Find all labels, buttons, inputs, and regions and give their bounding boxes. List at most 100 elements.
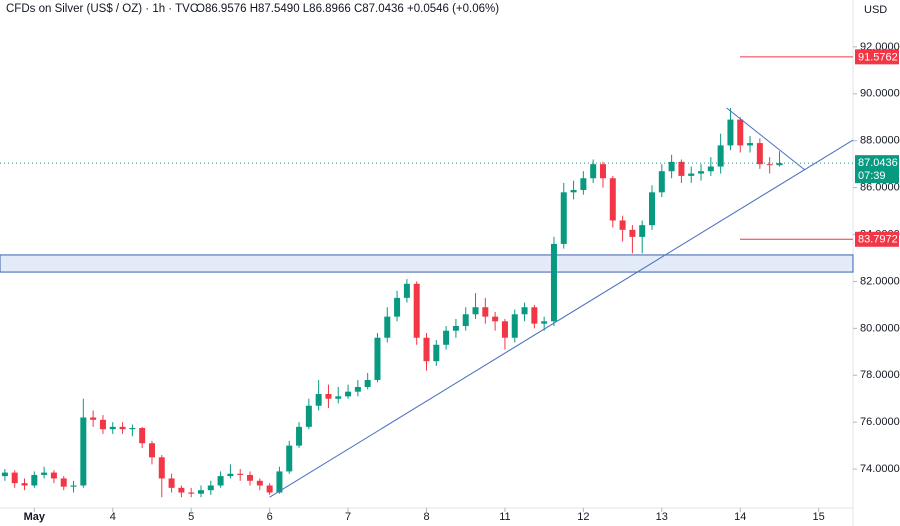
candle-body [11, 472, 18, 484]
candle-body [227, 473, 234, 477]
candle-body [315, 394, 322, 406]
y-tick-label: 78.0000 [860, 369, 900, 381]
x-tick-label: May [24, 511, 46, 523]
candle-body [433, 344, 440, 362]
candle-body [639, 225, 646, 237]
candle-body [766, 164, 773, 166]
candle-body [374, 337, 381, 380]
x-tick-label: 8 [423, 511, 429, 523]
x-tick-label: 6 [267, 511, 273, 523]
candle-body [384, 316, 391, 338]
candle-body [217, 476, 224, 486]
candle-body [580, 178, 587, 190]
candle-body [403, 283, 410, 298]
candle-body [707, 166, 714, 172]
candle-body [599, 164, 606, 179]
candle-body [80, 417, 87, 486]
candle-body [197, 490, 204, 494]
y-tick-label: 90.0000 [860, 88, 900, 100]
chart-title: CFDs on Silver (US$ / OZ) · 1h · TVC [6, 3, 198, 15]
candle-body [168, 478, 175, 488]
candle-body [109, 426, 116, 430]
candle-body [90, 417, 97, 420]
candle-body [698, 171, 705, 174]
candle-body [305, 405, 312, 427]
candle-body [560, 192, 567, 244]
x-tick-label: 12 [577, 511, 589, 523]
candle-body [531, 307, 538, 324]
trendline [269, 139, 854, 498]
candle-body [521, 307, 528, 315]
level-label: 91.5762 [858, 51, 898, 63]
candle-body [756, 143, 763, 165]
candle-body [31, 474, 38, 486]
x-tick-label: 13 [656, 511, 668, 523]
candle-body [482, 307, 489, 317]
candle-body [286, 445, 293, 472]
candle-body [139, 428, 146, 444]
candle-body [462, 314, 469, 327]
candle-body [570, 189, 577, 193]
candle-body [492, 316, 499, 322]
candle-body [148, 443, 155, 458]
trendline [726, 107, 806, 171]
last-price-label: 87.0436 [858, 157, 898, 169]
level-tag [855, 49, 899, 65]
countdown: 07:39 [858, 170, 886, 182]
candle-body [129, 428, 136, 430]
candle-body [776, 163, 783, 166]
y-tick-label: 88.0000 [860, 135, 900, 147]
candle-body [443, 330, 450, 345]
candle-body [237, 473, 244, 475]
candle-body [247, 474, 254, 481]
candle-body [99, 419, 106, 430]
last-price-tag [855, 155, 899, 184]
x-tick-label: 14 [734, 511, 746, 523]
candle-body [501, 321, 508, 338]
x-tick-label: 7 [345, 511, 351, 523]
candle-body [345, 391, 352, 397]
candle-body [60, 478, 67, 487]
plot: 74.000076.000078.000080.000082.000084.00… [0, 41, 900, 523]
candle-body [688, 173, 695, 176]
x-tick-label: 15 [813, 511, 825, 523]
candle-body [296, 426, 303, 446]
y-tick-label: 82.0000 [860, 275, 900, 287]
candle-body [668, 161, 675, 172]
y-tick-label: 86.0000 [860, 182, 900, 194]
candle-body [649, 192, 656, 226]
candle-body [266, 485, 273, 493]
candle-body [737, 119, 744, 146]
candle-body [21, 483, 28, 486]
candle-body [70, 485, 77, 487]
candle-body [276, 471, 283, 493]
candle-body [394, 297, 401, 317]
currency-label: USD [864, 4, 887, 16]
candle-body [619, 220, 626, 230]
y-tick-label: 80.0000 [860, 322, 900, 334]
candle-body [41, 472, 48, 475]
y-tick-label: 76.0000 [860, 416, 900, 428]
candle-body [335, 396, 342, 399]
x-tick-label: 4 [110, 511, 116, 523]
candle-body [119, 426, 126, 430]
candle-body [452, 326, 459, 331]
level-label: 83.7972 [858, 234, 898, 246]
candle-body [678, 161, 685, 176]
y-tick-label: 74.0000 [860, 463, 900, 475]
zone [0, 254, 854, 273]
candle-body [50, 472, 57, 479]
candle-body [188, 492, 195, 494]
candle-body [472, 307, 479, 315]
x-tick-label: 11 [499, 511, 510, 523]
candle-body [207, 485, 214, 491]
candle-body [658, 171, 665, 193]
candle-body [541, 321, 548, 324]
candle-body [747, 143, 754, 146]
candle-body [511, 314, 518, 338]
level-tag [855, 231, 899, 247]
candle-body [354, 386, 361, 392]
candle-body [423, 337, 430, 362]
x-tick-label: 5 [188, 511, 194, 523]
